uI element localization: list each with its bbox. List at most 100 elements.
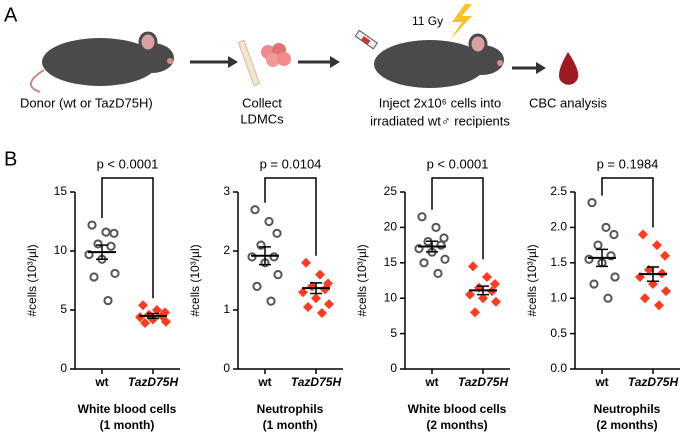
x-tick-label: wt	[594, 375, 608, 389]
data-point	[490, 279, 500, 290]
error-bar	[647, 266, 659, 282]
data-point	[315, 269, 325, 280]
y-axis-label: #cells (10³/µl)	[188, 244, 202, 316]
y-tick-label: 2.5	[550, 184, 567, 198]
x-axis-label: White blood cells	[78, 402, 177, 416]
y-tick-label: 10	[384, 290, 398, 304]
y-tick-label: 25	[384, 184, 398, 198]
p-value: p < 0.0001	[97, 156, 159, 171]
data-point	[584, 254, 594, 264]
syringe-icon	[354, 29, 379, 50]
data-point	[589, 279, 599, 289]
error-bar	[596, 248, 608, 268]
data-point	[110, 268, 120, 279]
y-tick-label: 2	[223, 243, 230, 257]
data-point	[140, 317, 150, 328]
data-point	[320, 284, 330, 295]
y-tick-label: 5	[60, 302, 67, 316]
data-point	[311, 293, 321, 304]
y-tick-label: 20	[384, 220, 398, 234]
x-axis-label: White blood cells	[408, 402, 507, 416]
y-tick-label: 3	[223, 184, 230, 198]
data-point	[465, 289, 475, 300]
x-axis-label: (2 months)	[426, 418, 487, 432]
data-point	[470, 307, 480, 318]
y-axis-label: #cells (10³/µl)	[25, 244, 39, 316]
x-axis-label: (1 month)	[263, 418, 318, 432]
data-point	[138, 300, 148, 311]
data-point	[272, 228, 282, 238]
data-point	[417, 212, 427, 222]
x-tick-label: TazD75H	[128, 375, 179, 389]
data-point	[610, 272, 620, 282]
y-tick-label: 15	[54, 184, 68, 198]
data-point	[87, 220, 97, 230]
diagram-text: irradiated wt♂ recipients	[370, 113, 510, 128]
error-bar	[147, 312, 159, 320]
error-bar	[426, 240, 438, 253]
error-bar	[310, 282, 322, 295]
data-point	[431, 222, 441, 232]
data-point	[252, 281, 262, 291]
y-axis-label: #cells (10³/µl)	[355, 244, 369, 316]
data-point	[661, 286, 671, 297]
data-point	[468, 261, 478, 272]
data-point	[419, 258, 429, 268]
data-point	[266, 296, 276, 306]
arrow-head	[228, 56, 238, 68]
x-tick-label: wt	[424, 375, 438, 389]
y-tick-label: 15	[384, 255, 398, 269]
arrow-head	[536, 62, 546, 74]
data-point	[273, 270, 283, 280]
mouse-icon	[374, 33, 504, 88]
y-tick-label: 0	[223, 361, 230, 375]
data-point	[440, 254, 450, 264]
x-axis-label: (2 months)	[596, 418, 657, 432]
data-point	[152, 305, 162, 315]
diagram-text: 11 Gy	[412, 14, 443, 28]
p-value: p = 0.0104	[260, 156, 322, 171]
arrow-head	[330, 56, 340, 68]
data-point	[303, 302, 313, 313]
x-tick-label: wt	[257, 375, 271, 389]
data-point	[264, 216, 274, 227]
data-point	[482, 271, 492, 282]
x-axis-label: (1 month)	[100, 418, 155, 432]
p-value: p < 0.0001	[427, 156, 489, 171]
diagram-text: Collect	[242, 95, 282, 110]
y-tick-label: 5	[390, 326, 397, 340]
x-axis-label: Neutrophils	[257, 402, 324, 416]
data-point	[106, 241, 116, 251]
y-tick-label: 0.0	[550, 361, 567, 375]
data-point	[135, 312, 145, 323]
mouse-icon	[30, 31, 174, 93]
data-point	[433, 268, 443, 279]
x-tick-label: TazD75H	[458, 375, 509, 389]
x-tick-label: TazD75H	[628, 375, 679, 389]
data-point	[652, 240, 662, 251]
data-point	[609, 229, 619, 240]
x-axis-label: Neutrophils	[594, 402, 661, 416]
y-tick-label: 0	[60, 361, 67, 375]
panel-label: B	[4, 148, 17, 170]
x-tick-label: wt	[94, 375, 108, 389]
diagram-text: CBC analysis	[529, 95, 608, 110]
data-point	[161, 316, 171, 327]
error-bar	[259, 246, 271, 266]
y-axis-label: #cells (10³/µl)	[525, 244, 539, 316]
data-point	[93, 239, 103, 249]
data-point	[491, 296, 501, 307]
data-point	[317, 307, 327, 318]
diagram-text: LDMCs	[240, 111, 284, 126]
data-point	[250, 205, 260, 215]
data-point	[640, 293, 650, 304]
data-point	[638, 229, 648, 240]
data-point	[587, 198, 597, 208]
data-point	[660, 250, 670, 261]
data-point	[301, 257, 311, 268]
error-bar	[477, 285, 489, 296]
error-bar	[96, 244, 108, 261]
data-point	[101, 227, 111, 237]
x-tick-label: TazD75H	[291, 375, 342, 389]
